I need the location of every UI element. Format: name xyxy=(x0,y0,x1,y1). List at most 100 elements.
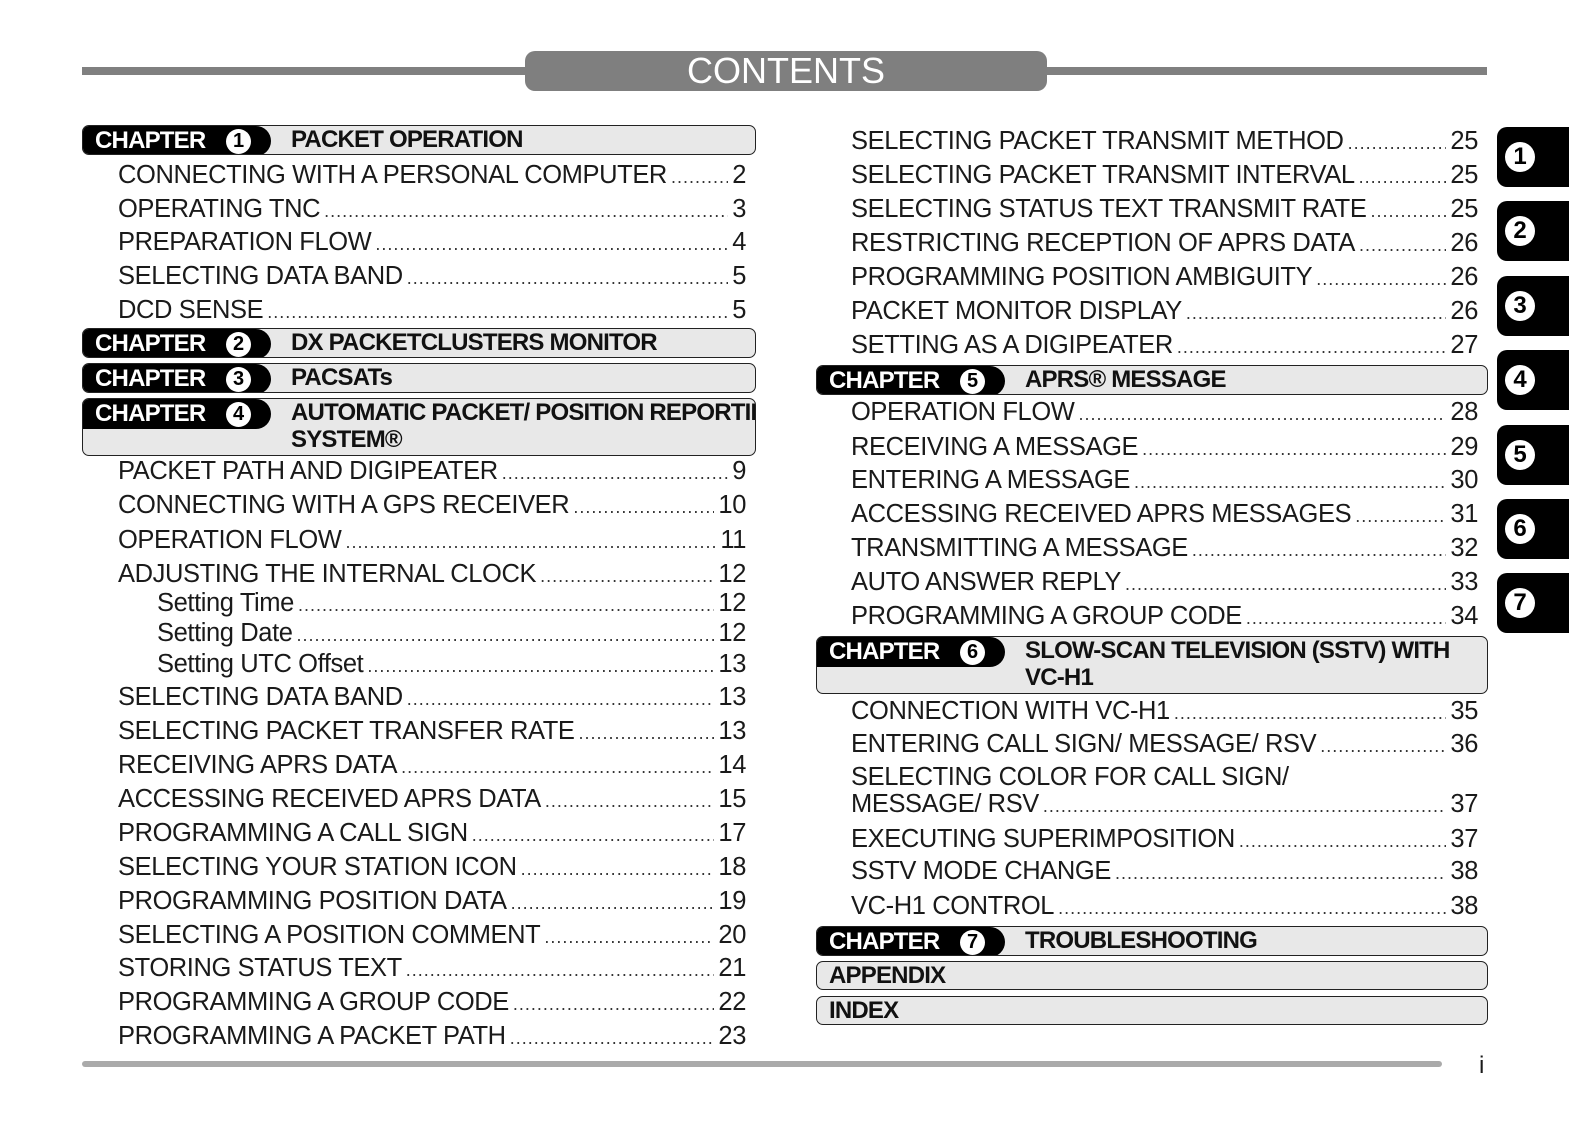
chapter-tab-4[interactable]: 4 xyxy=(1497,350,1569,410)
toc-entry[interactable]: ACCESSING RECEIVED APRS DATA 15 xyxy=(118,784,746,814)
entry-page: 4 xyxy=(732,228,746,256)
dot-leader xyxy=(1186,298,1447,328)
toc-entry[interactable]: PACKET PATH AND DIGIPEATER 9 xyxy=(118,456,746,486)
chapter-number-icon: 7 xyxy=(960,930,985,955)
entry-title: SELECTING PACKET TRANSMIT INTERVAL xyxy=(851,161,1355,189)
chapter-number-icon: 2 xyxy=(226,332,251,357)
dot-leader xyxy=(401,752,714,782)
toc-entry[interactable]: SELECTING DATA BAND 13 xyxy=(118,682,746,712)
dot-leader xyxy=(375,229,728,259)
footer-rule xyxy=(82,1061,1442,1067)
toc-entry[interactable]: RECEIVING APRS DATA 14 xyxy=(118,750,746,780)
toc-entry[interactable]: PROGRAMMING A PACKET PATH 23 xyxy=(118,1021,746,1051)
dot-leader xyxy=(1043,791,1447,821)
toc-entry[interactable]: RESTRICTING RECEPTION OF APRS DATA 26 xyxy=(851,228,1478,258)
chapter-bar[interactable]: CHAPTER 4 AUTOMATIC PACKET/ POSITION REPOR… xyxy=(82,398,756,456)
toc-entry[interactable]: PROGRAMMING POSITION DATA 19 xyxy=(118,886,746,916)
toc-entry[interactable]: SELECTING STATUS TEXT TRANSMIT RATE 25 xyxy=(851,194,1478,224)
dot-leader xyxy=(1239,826,1447,856)
section-bar[interactable]: APPENDIX xyxy=(816,961,1488,990)
chapter-number-icon: 4 xyxy=(1505,365,1535,395)
section-title: APPENDIX xyxy=(829,962,946,989)
toc-entry[interactable]: VC-H1 CONTROL 38 xyxy=(851,891,1478,921)
toc-entry[interactable]: EXECUTING SUPERIMPOSITION 37 xyxy=(851,824,1478,854)
entry-title: SSTV MODE CHANGE xyxy=(851,857,1111,885)
toc-entry[interactable]: TRANSMITTING A MESSAGE 32 xyxy=(851,533,1478,563)
toc-entry[interactable]: CONNECTING WITH A GPS RECEIVER 10 xyxy=(118,490,746,520)
toc-entry[interactable]: SELECTING DATA BAND 5 xyxy=(118,261,746,291)
chapter-number-icon: 7 xyxy=(1505,588,1535,618)
toc-entry[interactable]: Setting Date 12 xyxy=(157,618,746,648)
entry-page: 12 xyxy=(718,619,746,647)
entry-title: EXECUTING SUPERIMPOSITION xyxy=(851,825,1235,853)
toc-entry[interactable]: OPERATION FLOW 28 xyxy=(851,397,1478,427)
entry-page: 33 xyxy=(1450,568,1478,596)
entry-title: SELECTING COLOR FOR CALL SIGN/ xyxy=(851,763,1289,791)
toc-entry[interactable]: ADJUSTING THE INTERNAL CLOCK 12 xyxy=(118,559,746,589)
chapter-tab-1[interactable]: 1 xyxy=(1497,127,1569,187)
toc-entry[interactable]: PROGRAMMING POSITION AMBIGUITY 26 xyxy=(851,262,1478,292)
chapter-bar[interactable]: CHAPTER 1 PACKET OPERATION xyxy=(82,125,756,155)
dot-leader xyxy=(1359,230,1446,260)
toc-entry[interactable]: CONNECTING WITH A PERSONAL COMPUTER 2 xyxy=(118,160,746,190)
chapter-bar[interactable]: CHAPTER 7 TROUBLESHOOTING xyxy=(816,926,1488,956)
toc-entry[interactable]: MESSAGE/ RSV 37 xyxy=(851,789,1478,819)
chapter-bar[interactable]: CHAPTER 2 DX PACKETCLUSTERS MONITOR xyxy=(82,328,756,358)
toc-entry[interactable]: SELECTING A POSITION COMMENT 20 xyxy=(118,920,746,950)
toc-entry[interactable]: AUTO ANSWER REPLY 33 xyxy=(851,567,1478,597)
chapter-tab-7[interactable]: 7 xyxy=(1497,573,1569,633)
toc-entry[interactable]: ACCESSING RECEIVED APRS MESSAGES 31 xyxy=(851,499,1478,529)
section-bar[interactable]: INDEX xyxy=(816,996,1488,1025)
entry-title: SELECTING PACKET TRANSMIT METHOD xyxy=(851,127,1344,155)
entry-page: 3 xyxy=(732,195,746,223)
entry-title: ACCESSING RECEIVED APRS DATA xyxy=(118,785,541,813)
entry-page: 13 xyxy=(718,650,746,678)
entry-page: 28 xyxy=(1450,398,1478,426)
toc-entry[interactable]: SELECTING YOUR STATION ICON 18 xyxy=(118,852,746,882)
toc-entry[interactable]: PACKET MONITOR DISPLAY 26 xyxy=(851,296,1478,326)
chapter-tab-5[interactable]: 5 xyxy=(1497,425,1569,485)
toc-entry[interactable]: SELECTING COLOR FOR CALL SIGN/ xyxy=(851,762,1478,792)
toc-entry[interactable]: STORING STATUS TEXT 21 xyxy=(118,953,746,983)
toc-entry[interactable]: PREPARATION FLOW 4 xyxy=(118,227,746,257)
entry-page: 27 xyxy=(1450,331,1478,359)
toc-entry[interactable]: SELECTING PACKET TRANSFER RATE 13 xyxy=(118,716,746,746)
chapter-bar[interactable]: CHAPTER 3 PACSATs xyxy=(82,363,756,393)
entry-title: PACKET MONITOR DISPLAY xyxy=(851,297,1182,325)
toc-entry[interactable]: Setting Time 12 xyxy=(157,588,746,618)
entry-title: Setting Time xyxy=(157,589,294,617)
chapter-tab-3[interactable]: 3 xyxy=(1497,276,1569,336)
dot-leader xyxy=(510,1023,715,1053)
dot-leader xyxy=(579,718,715,748)
toc-entry[interactable]: PROGRAMMING A GROUP CODE 34 xyxy=(851,601,1478,631)
chapter-bar[interactable]: CHAPTER 5 APRS® MESSAGE xyxy=(816,365,1488,395)
toc-entry[interactable]: ENTERING A MESSAGE 30 xyxy=(851,465,1478,495)
chapter-tab-6[interactable]: 6 xyxy=(1497,499,1569,559)
toc-entry[interactable]: DCD SENSE 5 xyxy=(118,295,746,325)
toc-entry[interactable]: CONNECTION WITH VC-H1 35 xyxy=(851,696,1478,726)
toc-entry[interactable]: SELECTING PACKET TRANSMIT METHOD 25 xyxy=(851,126,1478,156)
dot-leader xyxy=(1058,893,1446,923)
chapter-tab-2[interactable]: 2 xyxy=(1497,201,1569,261)
dot-leader xyxy=(1174,698,1447,728)
toc-entry[interactable]: OPERATION FLOW 11 xyxy=(118,525,746,555)
dot-leader xyxy=(1142,434,1446,464)
dot-leader xyxy=(1355,501,1446,531)
dot-leader xyxy=(1134,467,1446,497)
toc-entry[interactable]: Setting UTC Offset 13 xyxy=(157,649,746,679)
entry-page: 19 xyxy=(718,887,746,915)
toc-entry[interactable]: SELECTING PACKET TRANSMIT INTERVAL 25 xyxy=(851,160,1478,190)
toc-entry[interactable]: SETTING AS A DIGIPEATER 27 xyxy=(851,330,1478,360)
chapter-bar[interactable]: CHAPTER 6 SLOW-SCAN TELEVISION (SSTV) WITH… xyxy=(816,636,1488,694)
entry-title: SELECTING A POSITION COMMENT xyxy=(118,921,541,949)
entry-title: STORING STATUS TEXT xyxy=(118,954,402,982)
toc-entry[interactable]: RECEIVING A MESSAGE 29 xyxy=(851,432,1478,462)
toc-entry[interactable]: OPERATING TNC 3 xyxy=(118,194,746,224)
entry-title: OPERATING TNC xyxy=(118,195,321,223)
toc-entry[interactable]: PROGRAMMING A CALL SIGN 17 xyxy=(118,818,746,848)
chapter-title: PACKET OPERATION xyxy=(291,126,523,153)
toc-entry[interactable]: SSTV MODE CHANGE 38 xyxy=(851,856,1478,886)
toc-entry[interactable]: PROGRAMMING A GROUP CODE 22 xyxy=(118,987,746,1017)
entry-page: 17 xyxy=(718,819,746,847)
toc-entry[interactable]: ENTERING CALL SIGN/ MESSAGE/ RSV 36 xyxy=(851,729,1478,759)
